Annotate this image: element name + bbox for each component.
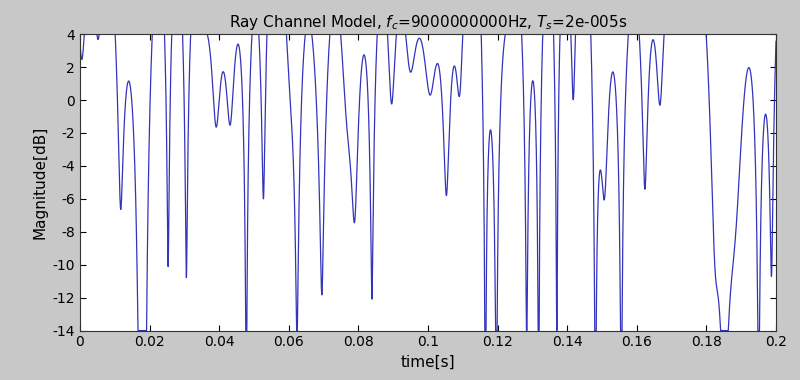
Title: Ray Channel Model, $f_c$=9000000000Hz, $T_s$=2e-005s: Ray Channel Model, $f_c$=9000000000Hz, $…: [229, 13, 627, 32]
X-axis label: time[s]: time[s]: [401, 355, 455, 370]
Y-axis label: Magnitude[dB]: Magnitude[dB]: [32, 126, 47, 239]
